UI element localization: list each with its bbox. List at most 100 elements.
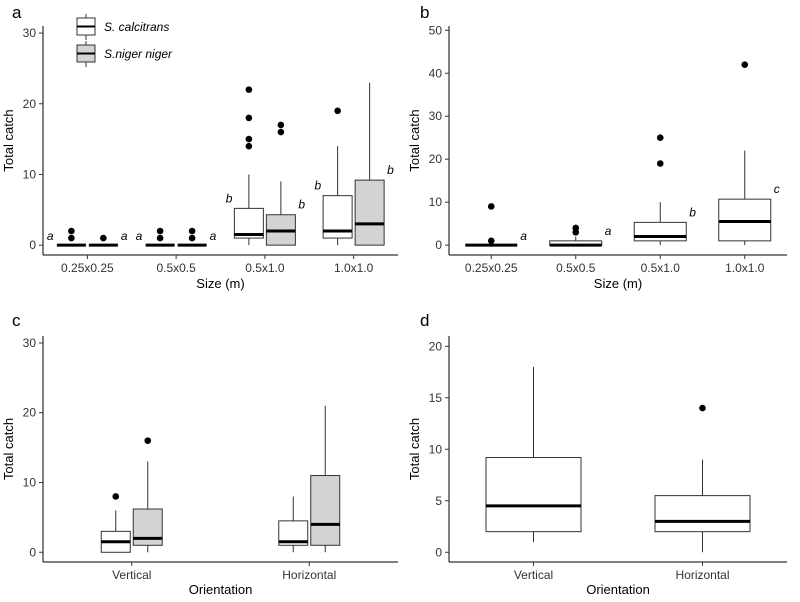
box-1.0x1.0-series1: b: [314, 107, 353, 246]
y-tick-label: 20: [429, 152, 443, 166]
significance-letter: a: [605, 224, 612, 238]
y-axis-title: Total catch: [1, 109, 16, 171]
y-tick-label: 0: [435, 238, 442, 252]
significance-letter: a: [47, 229, 54, 243]
y-tick-label: 10: [429, 195, 443, 209]
outlier-point: [68, 227, 75, 235]
significance-letter: b: [387, 163, 394, 177]
x-axis-title: Orientation: [586, 582, 650, 597]
outlier-point: [144, 437, 152, 444]
box-body: [132, 508, 163, 546]
x-tick-label: Vertical: [514, 568, 553, 582]
outlier-point: [277, 128, 285, 136]
x-tick-label: 1.0x1.0: [334, 261, 374, 275]
y-tick-label: 0: [29, 545, 36, 559]
box-0.5x0.5-series2: a: [177, 227, 217, 247]
box-0.25x0.25-series2: a: [88, 229, 128, 247]
box-0.5x1.0-series1: b: [226, 86, 264, 246]
legend: S. calcitrans S.niger niger: [76, 14, 173, 67]
outlier-point: [156, 234, 164, 242]
box-body: [633, 221, 687, 242]
y-tick-label: 50: [429, 23, 443, 37]
y-tick-label: 20: [23, 97, 37, 111]
box-body: [654, 495, 751, 533]
y-axis-title: Total catch: [407, 109, 422, 171]
legend-label: S. calcitrans: [104, 20, 169, 34]
outlier-point: [245, 86, 253, 93]
outlier-point: [245, 142, 253, 150]
box-0.5x0.5-series1: a: [549, 224, 612, 247]
box-1.0x1.0-series1: c: [718, 61, 780, 246]
box-Horizontal-series1: [278, 496, 309, 553]
box-body: [718, 198, 772, 242]
y-axis-title: Total catch: [407, 418, 422, 480]
outlier-point: [334, 107, 341, 115]
outlier-point: [245, 114, 253, 122]
outlier-point: [112, 493, 120, 500]
box-body: [354, 179, 385, 246]
y-tick-label: 5: [435, 494, 442, 508]
x-axis-title: Orientation: [189, 582, 253, 597]
y-tick-label: 30: [23, 26, 37, 40]
x-tick-label: 0.5x0.5: [556, 261, 596, 275]
outlier-point: [156, 227, 164, 235]
significance-letter: b: [314, 179, 321, 193]
x-tick-label: Horizontal: [675, 568, 729, 582]
y-tick-label: 30: [23, 336, 37, 350]
x-tick-label: 1.0x1.0: [725, 261, 765, 275]
y-axis-title: Total catch: [1, 418, 16, 480]
outlier-point: [572, 224, 580, 232]
outlier-point: [741, 61, 749, 68]
y-tick-label: 20: [429, 339, 443, 353]
x-tick-label: 0.5x1.0: [641, 261, 681, 275]
outlier-point: [188, 234, 196, 242]
outlier-point: [487, 237, 495, 245]
box-0.5x1.0-series1: b: [633, 134, 696, 246]
x-tick-label: 0.5x1.0: [245, 261, 285, 275]
panel-c: c 0 10 20 30 Vertical Horizontal Orientation Tot…: [1, 311, 398, 597]
panel-b: b 0 10 20 30 40 50 0.25x0.25 0.5x0.5 0.5x1.0 1.0x1…: [407, 3, 787, 291]
significance-letter: c: [774, 182, 780, 196]
y-tick-label: 10: [23, 476, 37, 490]
panel-letter: b: [420, 3, 429, 22]
box-body: [485, 457, 582, 533]
x-tick-label: 0.25x0.25: [465, 261, 518, 275]
box-0.5x1.0-series2: b: [265, 121, 305, 246]
x-tick-label: Horizontal: [282, 568, 336, 582]
y-tick-label: 40: [429, 66, 443, 80]
box-Horizontal-series2: [310, 405, 341, 553]
box-1.0x1.0-series2: b: [354, 82, 394, 246]
panel-letter: d: [420, 311, 429, 330]
outlier-point: [68, 234, 75, 242]
panel-letter: c: [12, 311, 21, 330]
x-tick-label: 0.5x0.5: [156, 261, 196, 275]
legend-label: S.niger niger: [104, 47, 173, 61]
box-Vertical-series1: [100, 493, 131, 553]
y-tick-label: 0: [435, 545, 442, 559]
outlier-point: [487, 203, 495, 210]
outlier-point: [188, 227, 196, 235]
outlier-point: [699, 404, 706, 412]
y-tick-label: 10: [429, 442, 443, 456]
panel-d: d 0 5 10 15 20 Vertical Horizontal Orientation To…: [407, 311, 787, 597]
significance-letter: b: [298, 198, 305, 212]
y-tick-label: 10: [23, 167, 37, 181]
significance-letter: a: [136, 229, 143, 243]
x-axis-title: Size (m): [196, 276, 244, 291]
significance-letter: b: [226, 191, 233, 205]
y-tick-label: 20: [23, 406, 37, 420]
box-0.5x0.5-series1: a: [136, 227, 175, 247]
panel-letter: a: [12, 3, 22, 22]
outlier-point: [100, 234, 107, 242]
box-Vertical-series2: [132, 437, 163, 553]
outlier-point: [656, 134, 664, 142]
box-0.25x0.25-series1: a: [47, 227, 86, 247]
significance-letter: b: [689, 205, 696, 219]
x-tick-label: 0.25x0.25: [61, 261, 114, 275]
significance-letter: a: [210, 229, 217, 243]
y-tick-label: 30: [429, 109, 443, 123]
x-axis-title: Size (m): [594, 276, 642, 291]
significance-letter: a: [520, 229, 527, 243]
